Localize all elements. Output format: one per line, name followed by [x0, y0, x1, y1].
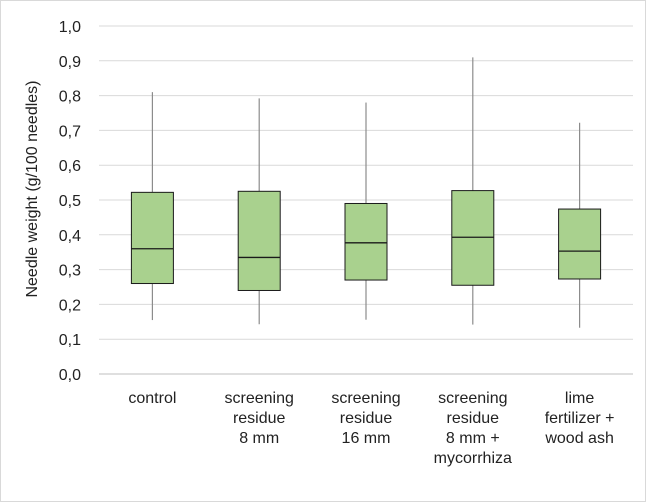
box-group — [344, 102, 388, 320]
y-axis-ticks: 0,0 0,1 0,2 0,3 0,4 0,5 0,6 0,7 0,8 0,9 1,0 — [59, 19, 81, 384]
x-category-label: screening residue 8 mm — [225, 390, 294, 447]
y-tick-label: 0,2 — [59, 297, 81, 314]
x-category-label: control — [128, 390, 176, 407]
y-tick-label: 0,1 — [59, 332, 81, 349]
x-category-label: screening residue 8 mm + mycorrhiza — [434, 390, 512, 467]
y-tick-label: 0,6 — [59, 158, 81, 175]
box-group — [558, 122, 602, 328]
box — [451, 190, 495, 286]
box-group — [451, 57, 495, 325]
y-tick-label: 0,3 — [59, 263, 81, 280]
box — [344, 202, 388, 281]
boxes — [130, 57, 602, 328]
y-tick-label: 0,5 — [59, 193, 81, 210]
y-tick-label: 0,0 — [59, 367, 81, 384]
box — [130, 191, 174, 285]
x-category-label: screening residue 16 mm — [331, 390, 400, 447]
y-tick-label: 1,0 — [59, 19, 81, 36]
box-group — [130, 92, 174, 321]
y-axis-label: Needle weight (g/100 needles) — [24, 80, 41, 297]
x-category-label: lime fertilizer + wood ash — [544, 390, 614, 447]
y-tick-label: 0,8 — [59, 89, 81, 106]
box — [237, 190, 281, 291]
y-tick-label: 0,9 — [59, 54, 81, 71]
box — [558, 208, 602, 280]
x-axis-categories: control screening residue 8 mm screening resi… — [128, 390, 614, 467]
y-tick-label: 0,4 — [59, 228, 81, 245]
y-tick-label: 0,7 — [59, 123, 81, 140]
box-group — [237, 98, 281, 325]
